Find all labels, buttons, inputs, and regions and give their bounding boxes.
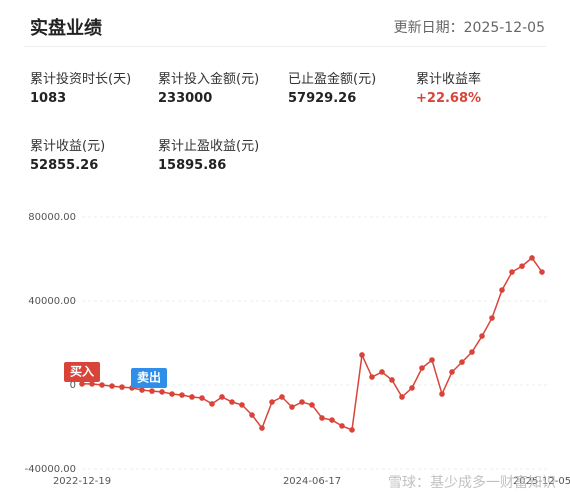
point: [389, 377, 395, 383]
point: [369, 374, 375, 380]
point: [319, 415, 325, 421]
stat: 累计止盈收益(元) 15895.86: [158, 135, 283, 173]
update-date: 更新日期：2025-12-05: [393, 20, 545, 36]
stat-value: 15895.86: [158, 158, 227, 173]
point: [379, 369, 385, 375]
point: [499, 287, 505, 293]
point: [219, 394, 225, 400]
stat: 已止盈金额(元) 57929.26: [288, 68, 413, 106]
point: [79, 381, 85, 387]
point: [149, 388, 155, 394]
x-tick-label: 2025-12-05: [513, 476, 570, 487]
stat-value: 233000: [158, 91, 213, 106]
point: [179, 392, 185, 398]
stat-label: 累计收益率: [416, 72, 482, 87]
stat-label: 已止盈金额(元): [288, 72, 377, 87]
point: [89, 381, 95, 387]
point: [289, 404, 295, 410]
point: [359, 352, 365, 358]
stat-value: 57929.26: [288, 91, 357, 106]
point: [469, 349, 475, 355]
point: [399, 394, 405, 400]
annotation: 卖出: [137, 370, 161, 385]
annotation-box: [64, 362, 100, 382]
stat: 累计收益(元) 52855.26: [30, 135, 155, 173]
point: [409, 385, 415, 391]
y-tick-label: 0: [70, 380, 76, 391]
point: [439, 391, 445, 397]
point: [299, 399, 305, 405]
point: [239, 402, 245, 408]
point: [99, 382, 105, 388]
point: [449, 369, 455, 375]
page-title: 实盘业绩: [30, 18, 102, 39]
point: [419, 365, 425, 371]
point: [159, 389, 165, 395]
stat: 累计投入金额(元) 233000: [158, 68, 283, 106]
stat-label: 累计止盈收益(元): [158, 139, 260, 154]
stat-label: 累计投资时长(天): [30, 72, 132, 87]
point: [339, 423, 345, 429]
y-tick-label: 80000.00: [28, 212, 76, 223]
point: [519, 263, 525, 269]
stat-label: 累计收益(元): [30, 139, 106, 154]
point: [269, 399, 275, 405]
point: [349, 427, 355, 433]
point: [329, 417, 335, 423]
point: [199, 395, 205, 401]
point: [189, 394, 195, 400]
point: [309, 402, 315, 408]
stat: 累计收益率 +22.68%: [416, 68, 541, 106]
point: [529, 255, 535, 261]
point: [259, 425, 265, 431]
point: [479, 333, 485, 339]
point: [169, 391, 175, 397]
point: [109, 383, 115, 389]
watermark: 雪球：基少成多一财富知识: [388, 474, 556, 491]
point: [119, 384, 125, 390]
point: [209, 401, 215, 407]
x-tick-label: 2024-06-17: [283, 476, 341, 487]
point: [429, 357, 435, 363]
divider: [24, 46, 546, 47]
y-tick-label: -40000.00: [25, 464, 76, 475]
stat: 累计投资时长(天) 1083: [30, 68, 155, 106]
point: [539, 269, 545, 275]
point: [509, 269, 515, 275]
annotation: 买入: [70, 365, 94, 379]
point: [489, 315, 495, 321]
point: [249, 412, 255, 418]
point: [459, 359, 465, 365]
stat-value: +22.68%: [416, 91, 482, 106]
annotation-box: [131, 368, 167, 388]
point: [279, 394, 285, 400]
stat-label: 累计投入金额(元): [158, 72, 260, 87]
point: [139, 387, 145, 393]
x-tick-label: 2022-12-19: [53, 476, 111, 487]
stat-value: 52855.26: [30, 158, 99, 173]
y-tick-label: 40000.00: [28, 296, 76, 307]
stat-value: 1083: [30, 91, 67, 106]
point: [229, 399, 235, 405]
